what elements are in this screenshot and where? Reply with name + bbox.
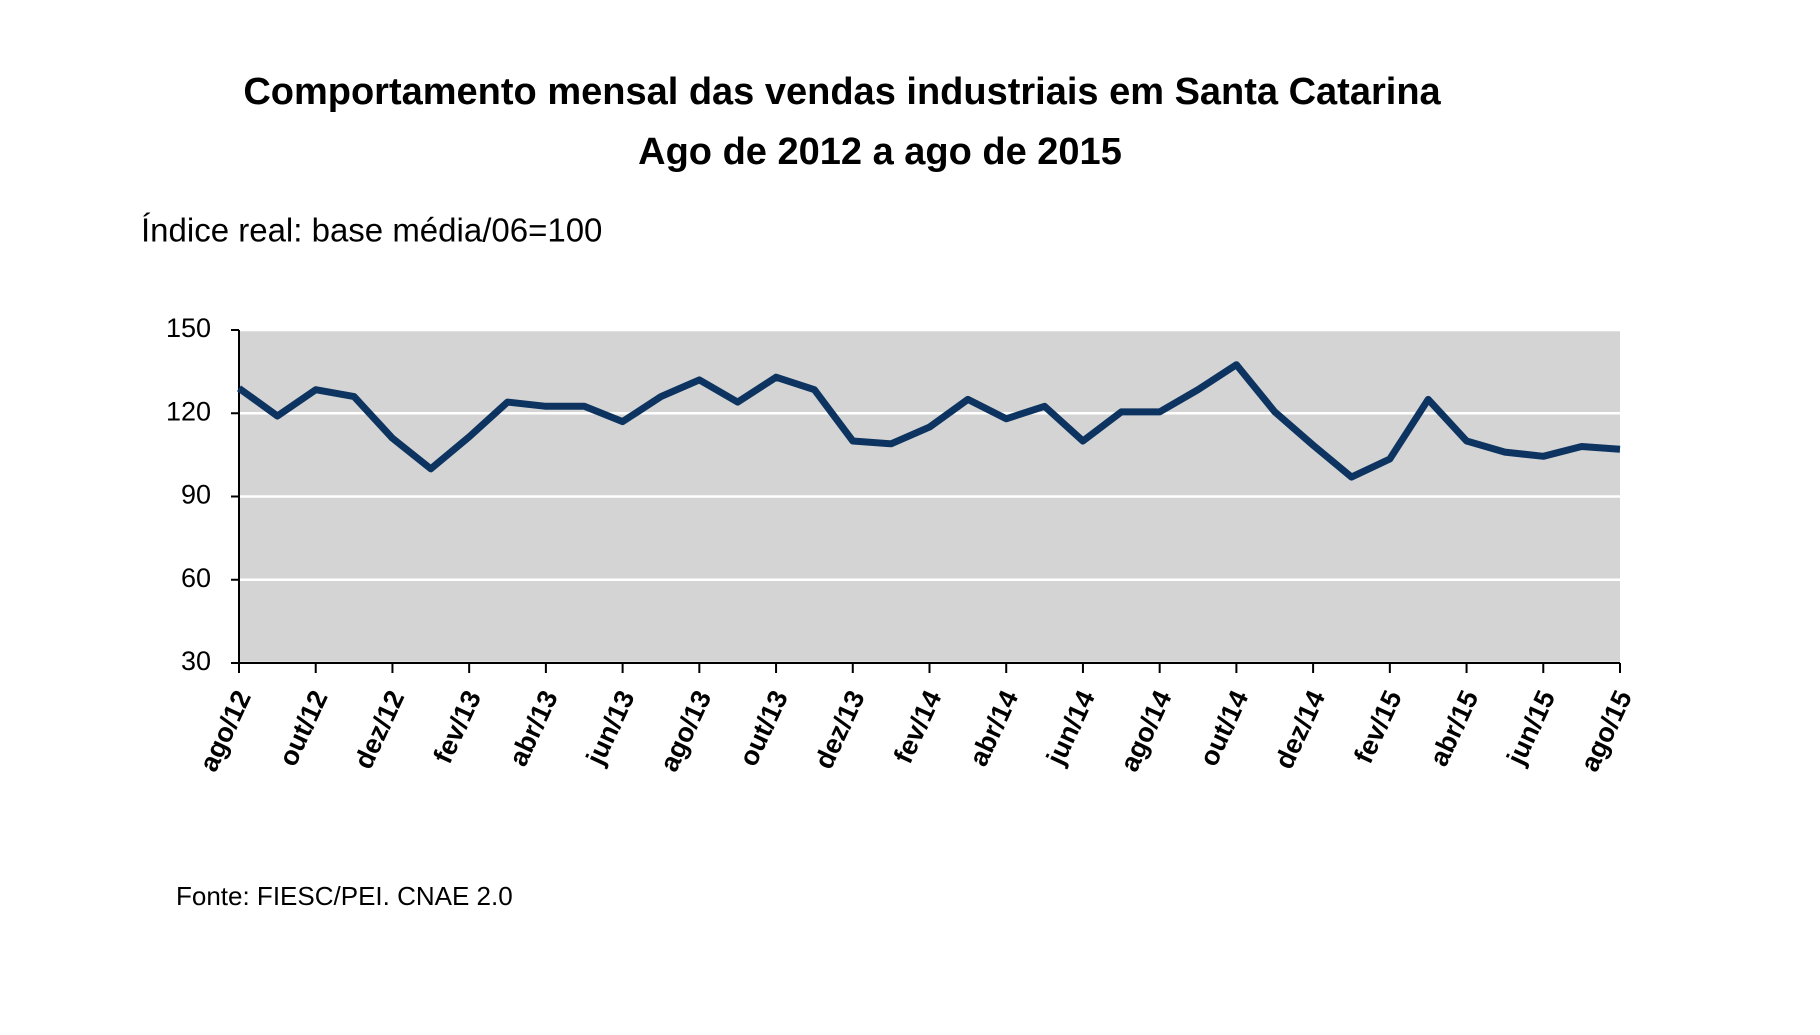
x-tick-label: jun/15 [1501, 686, 1562, 770]
x-tick-label: out/14 [1193, 686, 1254, 771]
x-tick-label: ago/14 [1114, 686, 1177, 776]
x-tick-label: fev/15 [1348, 686, 1408, 768]
x-tick-label: jun/13 [580, 686, 641, 770]
y-axis-label: Índice real: base média/06=100 [141, 212, 602, 249]
x-tick-label: jun/14 [1040, 686, 1101, 770]
x-tick-label: ago/13 [654, 686, 717, 776]
x-tick-label: abr/15 [1424, 686, 1485, 771]
x-tick-label: ago/15 [1575, 686, 1638, 776]
chart-title: Comportamento mensal das vendas industri… [243, 71, 1441, 113]
y-tick-label: 120 [166, 396, 211, 426]
y-tick-label: 60 [181, 563, 211, 593]
y-tick-label: 150 [166, 313, 211, 343]
x-tick-label: abr/13 [503, 686, 564, 771]
x-tick-label: out/13 [733, 686, 794, 771]
x-tick-label: ago/12 [194, 686, 257, 776]
x-tick-label: fev/14 [888, 686, 948, 768]
chart-subtitle: Ago de 2012 a ago de 2015 [638, 131, 1122, 173]
source-note: Fonte: FIESC/PEI. CNAE 2.0 [176, 881, 513, 911]
data-line [236, 361, 1621, 481]
y-tick-label: 90 [181, 480, 211, 510]
x-tick-label: dez/13 [809, 686, 871, 773]
x-tick-label: dez/14 [1269, 686, 1331, 773]
y-tick-label: 30 [181, 646, 211, 676]
x-tick-label: fev/13 [428, 686, 488, 768]
x-tick-label: out/12 [273, 686, 334, 771]
x-tick-label: dez/12 [348, 686, 410, 773]
x-tick-label: abr/14 [963, 686, 1024, 771]
